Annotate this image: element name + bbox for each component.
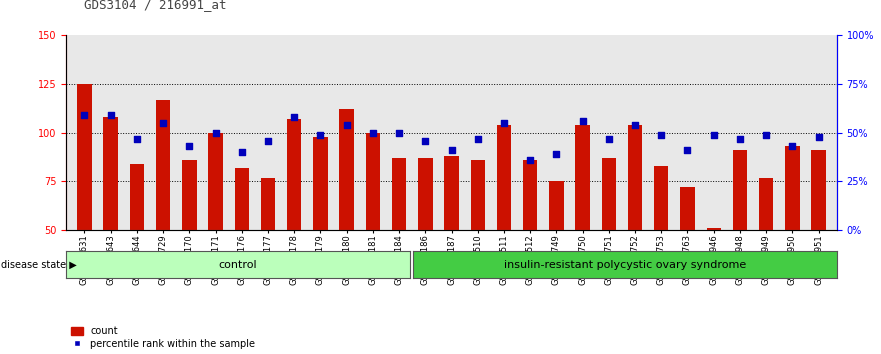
Point: [550, 151, 564, 157]
Point: [707, 132, 721, 138]
Point: [523, 157, 537, 163]
Bar: [785, 147, 800, 230]
Text: control: control: [218, 259, 257, 270]
Bar: [366, 133, 380, 230]
Bar: [287, 119, 301, 230]
Bar: [314, 137, 328, 230]
Bar: [261, 178, 275, 230]
Bar: [208, 133, 223, 230]
Point: [104, 112, 118, 118]
Bar: [444, 156, 459, 230]
Point: [261, 138, 275, 143]
Point: [339, 122, 353, 128]
Point: [628, 122, 642, 128]
Bar: [156, 99, 170, 230]
Bar: [418, 158, 433, 230]
Point: [392, 130, 406, 136]
Bar: [523, 160, 537, 230]
Bar: [103, 117, 118, 230]
Bar: [811, 150, 825, 230]
Text: disease state ▶: disease state ▶: [1, 259, 77, 270]
Point: [366, 130, 380, 136]
Point: [602, 136, 616, 141]
Point: [314, 132, 328, 138]
Text: insulin-resistant polycystic ovary syndrome: insulin-resistant polycystic ovary syndr…: [504, 259, 746, 270]
Bar: [628, 125, 642, 230]
Bar: [654, 166, 669, 230]
Bar: [549, 181, 564, 230]
Point: [444, 147, 458, 153]
Point: [733, 136, 747, 141]
Point: [287, 114, 301, 120]
Point: [680, 147, 694, 153]
Bar: [339, 109, 354, 230]
Point: [759, 132, 774, 138]
Bar: [733, 150, 747, 230]
Bar: [392, 158, 406, 230]
Bar: [759, 178, 774, 230]
Point: [209, 130, 223, 136]
Point: [470, 136, 485, 141]
Bar: [470, 160, 485, 230]
Bar: [602, 158, 616, 230]
Point: [497, 120, 511, 126]
Point: [130, 136, 144, 141]
Bar: [182, 160, 196, 230]
Point: [811, 134, 825, 139]
Point: [655, 132, 669, 138]
Point: [156, 120, 170, 126]
Bar: [680, 187, 695, 230]
Point: [575, 118, 589, 124]
Legend: count, percentile rank within the sample: count, percentile rank within the sample: [71, 326, 255, 349]
Point: [418, 138, 433, 143]
Point: [78, 112, 92, 118]
Text: GDS3104 / 216991_at: GDS3104 / 216991_at: [84, 0, 226, 11]
Point: [785, 144, 799, 149]
Point: [182, 144, 196, 149]
Bar: [497, 125, 511, 230]
Bar: [78, 84, 92, 230]
Bar: [234, 168, 249, 230]
Point: [234, 149, 248, 155]
Bar: [707, 228, 721, 230]
Bar: [575, 125, 589, 230]
Bar: [130, 164, 144, 230]
